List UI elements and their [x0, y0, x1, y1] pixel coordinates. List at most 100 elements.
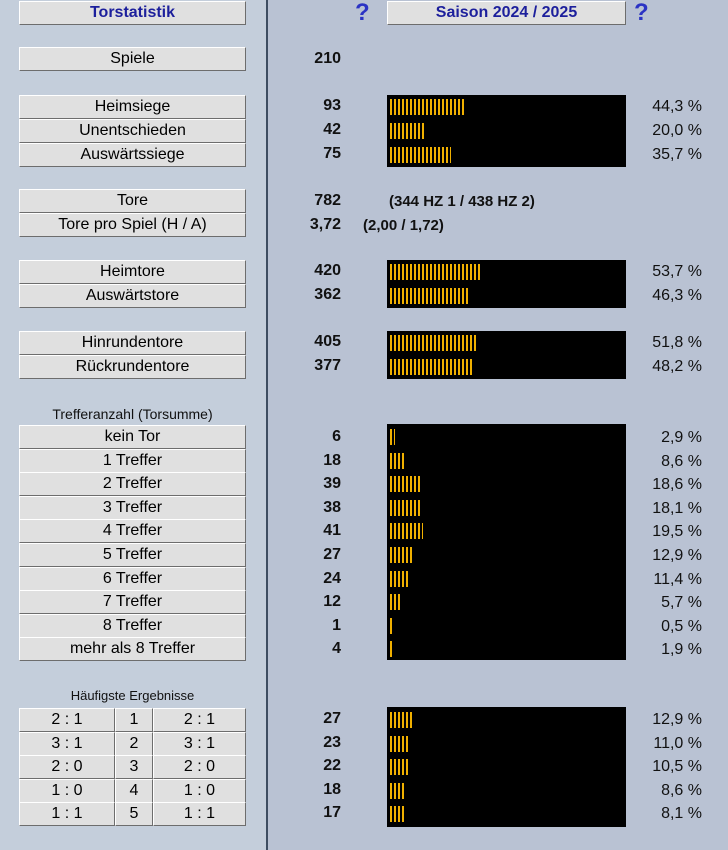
goal-count-button[interactable]: 5 Treffer	[19, 543, 246, 567]
home-wins-button[interactable]: Heimsiege	[19, 95, 246, 119]
second-half-season-goals-percent: 48,2 %	[652, 358, 702, 375]
goal-count-percent: 2,9 %	[661, 429, 702, 446]
result-rank-button[interactable]: 2	[115, 731, 153, 756]
goal-count-button[interactable]: 6 Treffer	[19, 566, 246, 591]
away-goals-value: 362	[314, 286, 341, 303]
home-goals-percent: 53,7 %	[652, 263, 702, 280]
goal-count-value: 12	[323, 593, 341, 611]
first-half-season-goals-button[interactable]: Hinrundentore	[19, 331, 246, 355]
goal-count-value: 6	[332, 428, 341, 445]
panel-divider	[266, 0, 268, 850]
top-result-bar	[390, 782, 405, 799]
goal-count-value: 27	[323, 546, 341, 563]
top-results-caption: Häufigste Ergebnisse	[70, 688, 195, 703]
result-away-button[interactable]: 3 : 1	[153, 731, 246, 756]
result-rank-button[interactable]: 1	[115, 708, 153, 732]
goal-count-button[interactable]: mehr als 8 Treffer	[19, 637, 246, 662]
games-value: 210	[314, 50, 341, 67]
goal-count-value: 38	[323, 498, 341, 516]
result-away-button[interactable]: 2 : 1	[153, 708, 246, 732]
home-goals-button[interactable]: Heimtore	[19, 260, 246, 284]
top-result-percent: 8,1 %	[661, 805, 702, 823]
goals-per-game-button[interactable]: Tore pro Spiel (H / A)	[19, 213, 246, 237]
first-half-season-goals-bar	[390, 335, 478, 351]
goal-count-percent: 18,6 %	[652, 476, 702, 494]
result-home-button[interactable]: 2 : 0	[19, 755, 115, 780]
help-icon[interactable]: ?	[355, 0, 370, 26]
goal-count-button[interactable]: 1 Treffer	[19, 448, 246, 473]
result-home-button[interactable]: 1 : 0	[19, 778, 115, 803]
top-result-value: 17	[323, 804, 341, 822]
games-button[interactable]: Spiele	[19, 47, 246, 71]
result-rank-button[interactable]: 5	[115, 802, 153, 827]
goal-count-percent: 12,9 %	[652, 547, 702, 564]
top-result-bar	[390, 735, 409, 752]
away-goals-bar	[390, 288, 469, 304]
goals-value: 782	[314, 192, 341, 209]
top-result-value: 23	[323, 733, 341, 751]
top-result-bar	[390, 806, 404, 823]
goal-count-button[interactable]: 4 Treffer	[19, 519, 246, 544]
result-home-button[interactable]: 3 : 1	[19, 731, 115, 756]
season-button[interactable]: Saison 2024 / 2025	[387, 1, 626, 25]
goal-count-value: 1	[332, 616, 341, 634]
goal-count-percent: 18,1 %	[652, 499, 702, 517]
result-rank-button[interactable]: 3	[115, 755, 153, 780]
goal-count-button[interactable]: 2 Treffer	[19, 472, 246, 497]
goal-count-bar	[390, 452, 405, 469]
top-results-bar-panel	[387, 707, 626, 827]
away-goals-percent: 46,3 %	[652, 287, 702, 304]
away-wins-percent: 35,7 %	[652, 146, 702, 163]
result-rank-button[interactable]: 4	[115, 778, 153, 803]
goal-count-value: 18	[323, 451, 341, 469]
goal-count-caption: Trefferanzahl (Torsumme)	[52, 406, 213, 422]
home-wins-percent: 44,3 %	[652, 98, 702, 115]
goal-count-button[interactable]: 3 Treffer	[19, 495, 246, 520]
result-away-button[interactable]: 1 : 1	[153, 802, 246, 827]
goal-count-bar	[390, 570, 409, 587]
second-half-season-goals-bar	[390, 359, 472, 375]
draws-button[interactable]: Unentschieden	[19, 119, 246, 143]
home-away-bar-panel	[387, 260, 626, 308]
season-help-icon[interactable]: ?	[634, 0, 649, 26]
away-goals-button[interactable]: Auswärtstore	[19, 284, 246, 308]
goal-count-bar	[390, 547, 412, 563]
goal-count-percent: 0,5 %	[661, 617, 702, 635]
top-result-percent: 10,5 %	[652, 758, 702, 776]
home-wins-value: 93	[323, 97, 341, 114]
goal-count-percent: 8,6 %	[661, 452, 702, 470]
goal-count-button[interactable]: kein Tor	[19, 425, 246, 449]
goals-button[interactable]: Tore	[19, 189, 246, 213]
result-away-button[interactable]: 2 : 0	[153, 755, 246, 780]
home-wins-bar	[390, 99, 465, 115]
away-wins-button[interactable]: Auswärtssiege	[19, 143, 246, 167]
second-half-season-goals-value: 377	[314, 357, 341, 374]
goal-count-bar	[390, 429, 395, 445]
draws-percent: 20,0 %	[652, 122, 702, 139]
result-home-button[interactable]: 2 : 1	[19, 708, 115, 732]
goal-count-button[interactable]: 8 Treffer	[19, 613, 246, 638]
goals-per-game-detail: (2,00 / 1,72)	[363, 217, 444, 234]
goal-count-bar	[390, 499, 421, 516]
result-home-button[interactable]: 1 : 1	[19, 802, 115, 827]
top-result-percent: 12,9 %	[652, 711, 702, 728]
goals-half-detail: (344 HZ 1 / 438 HZ 2)	[389, 193, 535, 210]
home-goals-value: 420	[314, 262, 341, 279]
top-result-value: 18	[323, 780, 341, 798]
result-away-button[interactable]: 1 : 0	[153, 778, 246, 803]
goal-count-percent: 5,7 %	[661, 594, 702, 612]
goal-count-percent: 19,5 %	[652, 523, 702, 541]
goal-count-bar-panel	[387, 424, 626, 660]
goal-count-value: 39	[323, 475, 341, 493]
top-result-percent: 8,6 %	[661, 781, 702, 799]
second-half-season-goals-button[interactable]: Rückrundentore	[19, 355, 246, 379]
goal-count-bar	[390, 641, 393, 658]
away-wins-bar	[390, 147, 451, 163]
goal-count-bar	[390, 617, 392, 634]
goal-count-percent: 1,9 %	[661, 641, 702, 659]
goal-count-value: 4	[332, 640, 341, 658]
top-result-value: 27	[323, 710, 341, 727]
title-button[interactable]: Torstatistik	[19, 1, 246, 25]
home-goals-bar	[390, 264, 481, 280]
goal-count-button[interactable]: 7 Treffer	[19, 590, 246, 615]
